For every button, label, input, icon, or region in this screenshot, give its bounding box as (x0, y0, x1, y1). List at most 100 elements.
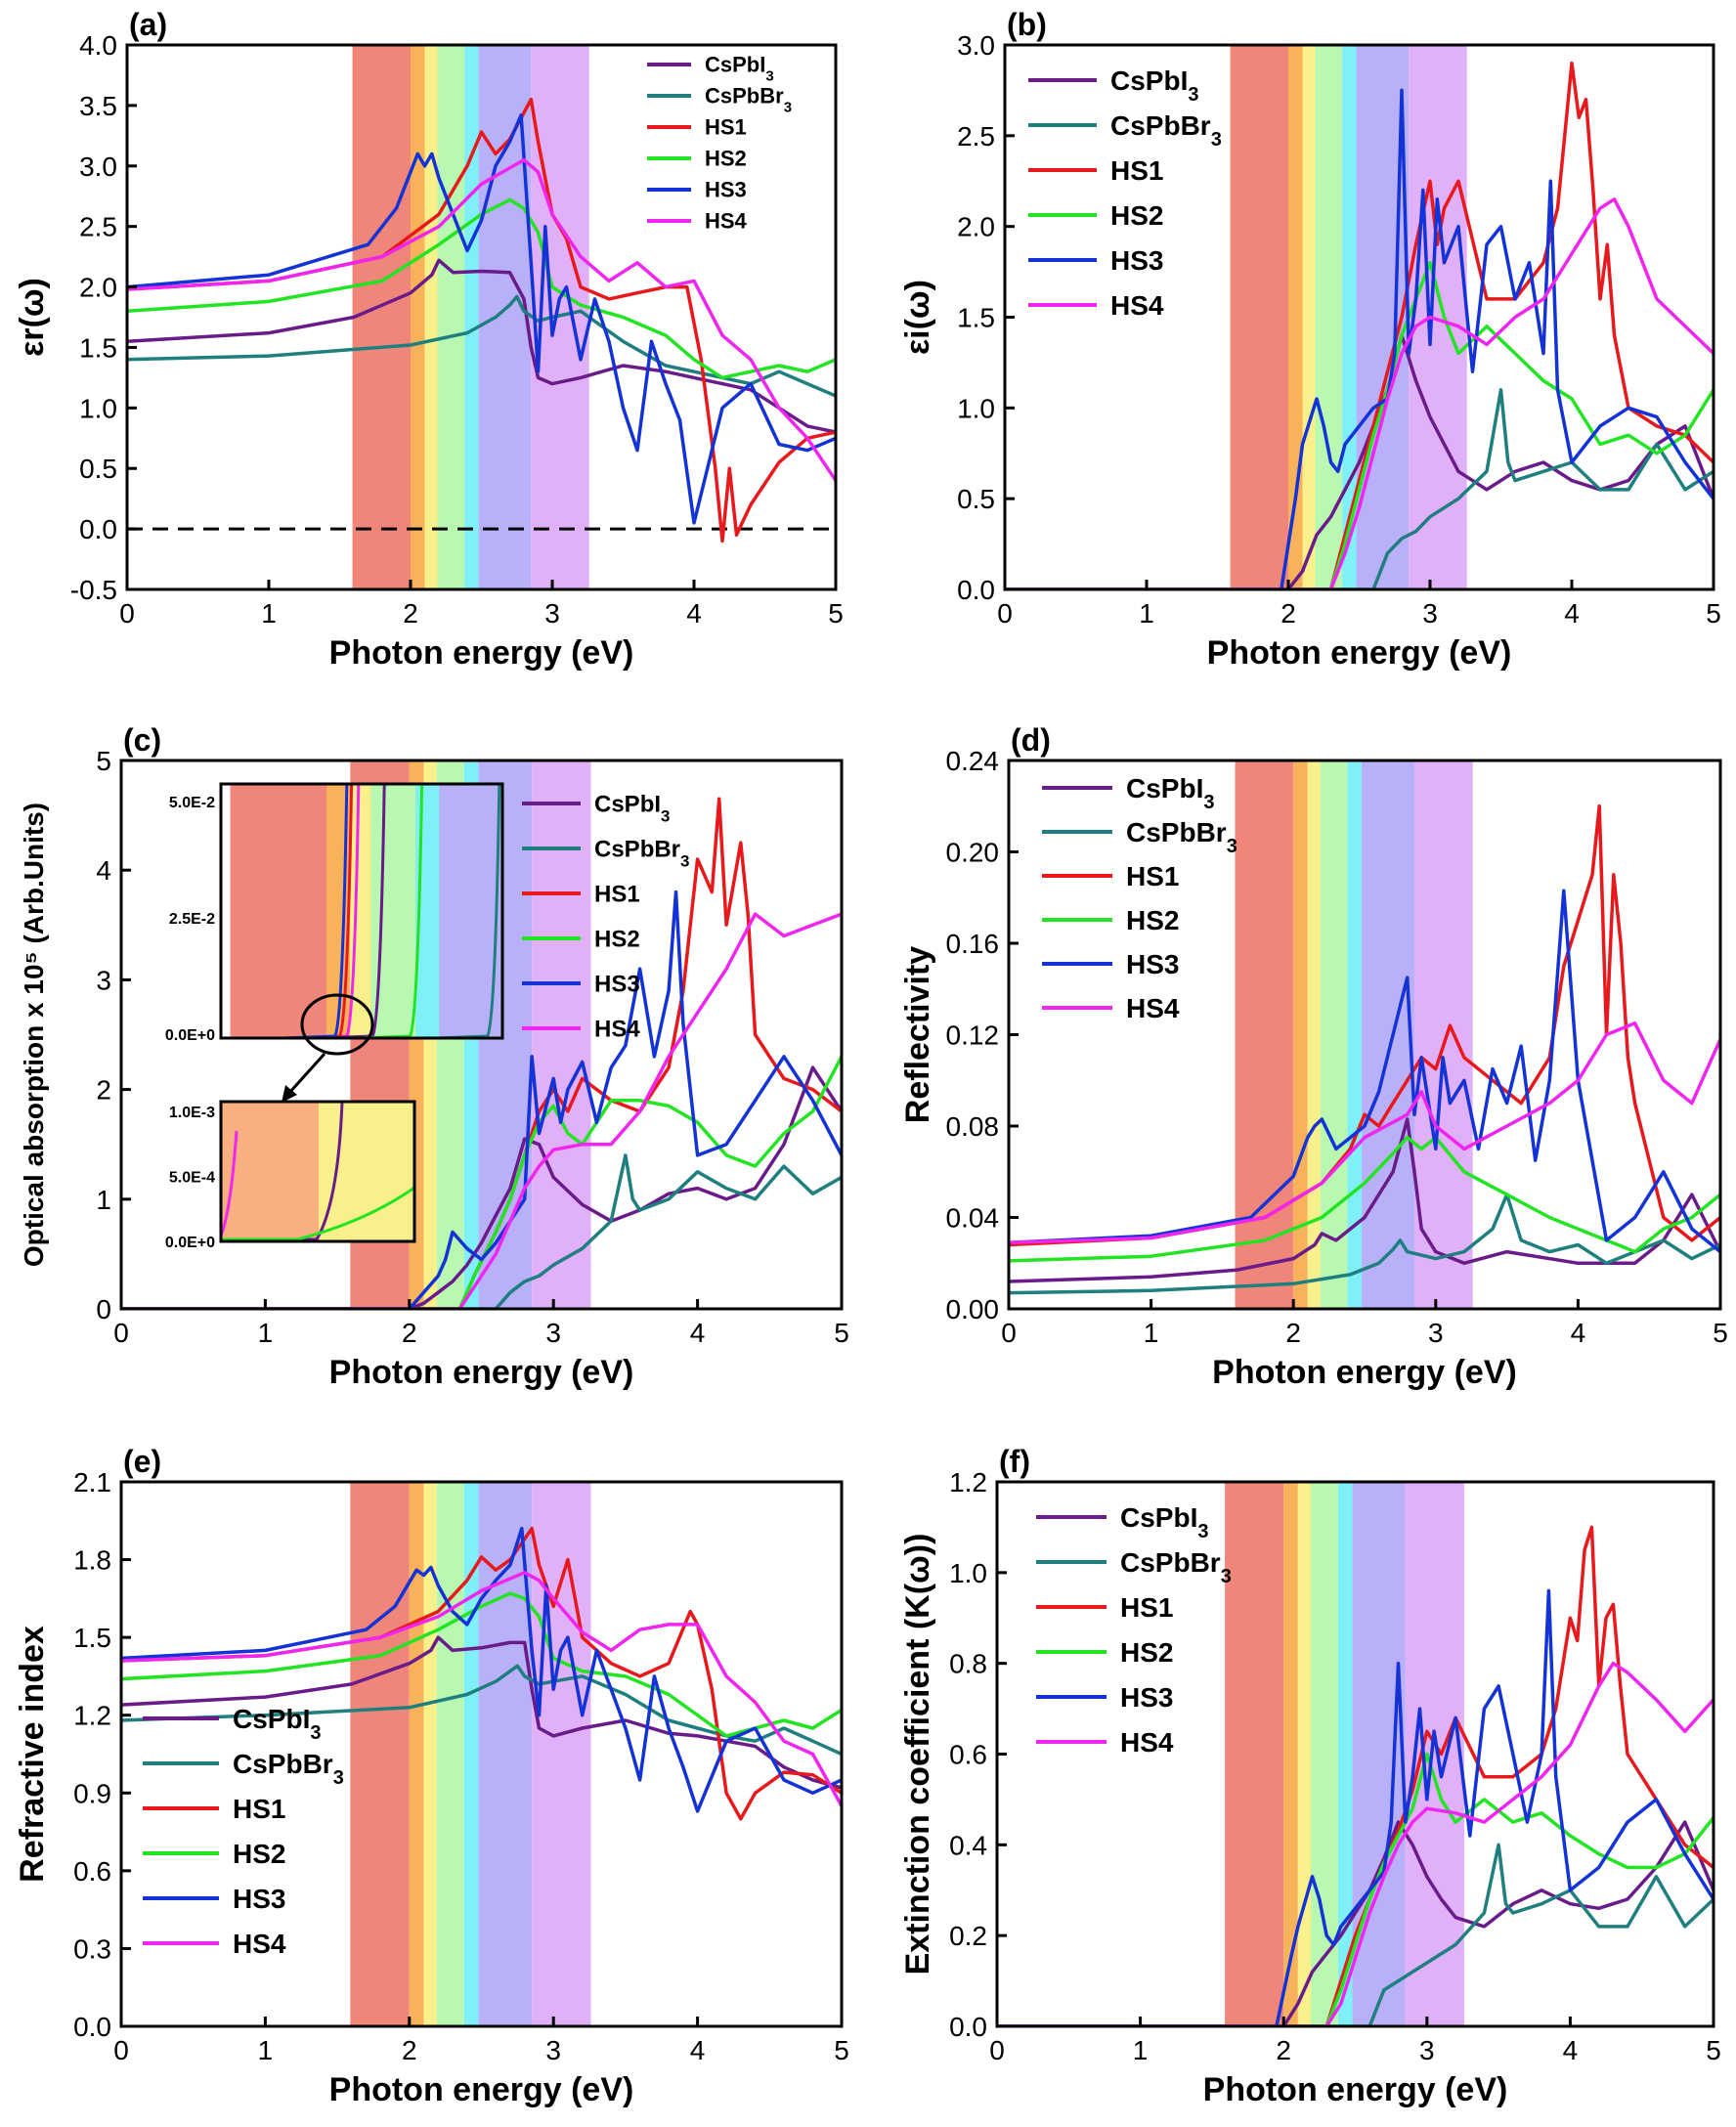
legend-label: CsPbI3 (594, 791, 670, 825)
spectrum-band (409, 1482, 424, 2026)
x-tick-label: 5 (1713, 1318, 1728, 1348)
legend-label: CsPbBr3 (705, 84, 792, 116)
y-tick-label: 2.5 (957, 121, 995, 152)
inset-curve (436, 783, 501, 1040)
x-tick-label: 5 (834, 2035, 849, 2065)
legend-label: CsPbBr3 (233, 1749, 344, 1789)
legend-label: HS2 (1126, 905, 1179, 935)
series-group (121, 797, 842, 1309)
series-line-hs3 (127, 113, 836, 525)
x-axis-label: Photon energy (eV) (1203, 2071, 1508, 2108)
panel-label: (e) (123, 1444, 161, 1479)
legend: CsPbI3 CsPbBr3 HS1 HS2 HS3 HS4 (1036, 1502, 1232, 1758)
spectrum-band (532, 1482, 591, 2026)
spectrum-band (463, 1482, 479, 2026)
spectrum-band (1315, 45, 1343, 589)
inset-band (221, 1102, 319, 1241)
y-tick-label: 1.5 (73, 1623, 111, 1653)
y-tick-label: 0.5 (79, 454, 117, 484)
x-tick-label: 4 (686, 598, 702, 629)
series-line-cspbbr3 (997, 1843, 1714, 2026)
inset-zoom-detail: 1.0E-3 5.0E-4 0.0E+0 (165, 1100, 416, 1251)
inset-tick-label: 5.0E-2 (169, 795, 215, 811)
legend-label: HS3 (1110, 245, 1163, 276)
inset-tick-label: 0.0E+0 (165, 1235, 215, 1251)
legend-label: CsPbI3 (1120, 1502, 1208, 1542)
panel-label: (a) (129, 7, 167, 42)
y-tick-label: 0.24 (946, 746, 1000, 776)
plot-frame (119, 759, 844, 1311)
series-line-hs4 (1009, 1021, 1720, 1244)
series-line-cspbbr3 (121, 1153, 842, 1309)
series-line-hs3 (121, 1526, 842, 1813)
legend-label: CsPbBr3 (594, 836, 690, 870)
y-tick-label: 1.0 (957, 393, 995, 423)
y-axis-label: Extinction coefficient (K(ω)) (899, 1534, 936, 1975)
legend-label: HS1 (1120, 1592, 1173, 1623)
inset-band (319, 1102, 414, 1241)
series-line-hs2 (121, 1591, 842, 1738)
legend-label: HS2 (705, 147, 747, 171)
spectrum-band (436, 1482, 464, 2026)
legend: CsPbI3 CsPbBr3 HS1 HS2 HS3 HS4 (143, 1704, 344, 1959)
y-axis-label: Refractive index (14, 1626, 51, 1883)
series-line-hs2 (121, 1056, 842, 1309)
x-tick-label: 0 (119, 598, 135, 629)
x-tick-label: 3 (544, 598, 560, 629)
series-line-cspbi3 (121, 1065, 842, 1309)
panel-label: (d) (1011, 722, 1051, 758)
y-tick-label: 3.0 (957, 30, 995, 61)
legend-label: HS1 (594, 881, 640, 907)
series-line-hs4 (997, 1661, 1714, 2026)
legend-label: CsPbI3 (1126, 773, 1214, 813)
y-tick-label: 0.04 (946, 1203, 1000, 1234)
y-tick-label: 1.5 (79, 332, 117, 363)
x-tick-label: 1 (1144, 1318, 1159, 1348)
x-tick-label: 3 (1422, 598, 1438, 629)
legend-label: HS3 (594, 971, 640, 997)
legend-label: CsPbBr3 (1110, 110, 1222, 151)
inset-curve (221, 1101, 344, 1241)
series-group (1009, 804, 1720, 1295)
y-tick-label: 1.8 (73, 1545, 111, 1576)
y-tick-label: 0.0 (949, 2012, 987, 2042)
series-group (121, 1526, 842, 1821)
series-line-cspbi3 (127, 258, 836, 434)
chart-panel-c: 0 1 2 3 4 5 0 1 2 3 4 5 Photon energy (eV) Optical ab… (19, 722, 849, 1391)
series-line-hs3 (121, 890, 842, 1309)
legend-label: HS4 (594, 1016, 640, 1042)
legend: CsPbI3 CsPbBr3 HS1 HS2 HS3 HS4 (522, 791, 690, 1042)
spectrum-band (1225, 1482, 1284, 2026)
x-tick-label: 1 (261, 598, 277, 629)
x-tick-label: 2 (402, 1318, 417, 1348)
inset-curve (283, 783, 349, 1040)
y-tick-label: 0.5 (957, 484, 995, 514)
y-tick-label: 0.8 (949, 1649, 987, 1679)
y-tick-label: 2.5 (79, 212, 117, 242)
y-tick-label: 3 (96, 965, 111, 995)
x-axis-label: Photon energy (eV) (329, 634, 634, 672)
x-tick-label: 2 (403, 598, 418, 629)
legend-label: HS4 (1120, 1727, 1174, 1758)
legend-label: CsPbBr3 (1120, 1547, 1232, 1587)
y-tick-label: 2.0 (79, 273, 117, 303)
x-tick-label: 4 (1564, 598, 1580, 629)
x-tick-label: 4 (1563, 2035, 1579, 2065)
y-tick-label: 0.0 (79, 514, 117, 544)
spectrum-band (423, 1482, 437, 2026)
spectrum-band (1283, 1482, 1298, 2026)
legend-label: HS2 (1120, 1637, 1173, 1668)
zoom-circle (300, 993, 374, 1056)
y-tick-label: 4 (96, 855, 111, 886)
x-tick-label: 2 (402, 2035, 417, 2065)
zoom-arrow (287, 1052, 326, 1095)
chart-panel-e: 0 1 2 3 4 5 0.0 0.3 0.6 0.9 1.2 1.5 1.8 2.1 Photon ene… (14, 1444, 849, 2108)
series-line-hs2 (997, 1752, 1714, 2026)
y-tick-label: 0.00 (946, 1294, 1000, 1324)
x-tick-label: 1 (258, 1318, 274, 1348)
spectrum-band (1297, 1482, 1312, 2026)
x-axis-label: Photon energy (eV) (329, 1354, 634, 1391)
legend-label: HS2 (233, 1839, 285, 1869)
series-group (997, 1525, 1714, 2026)
legend-label: HS1 (1126, 861, 1179, 891)
